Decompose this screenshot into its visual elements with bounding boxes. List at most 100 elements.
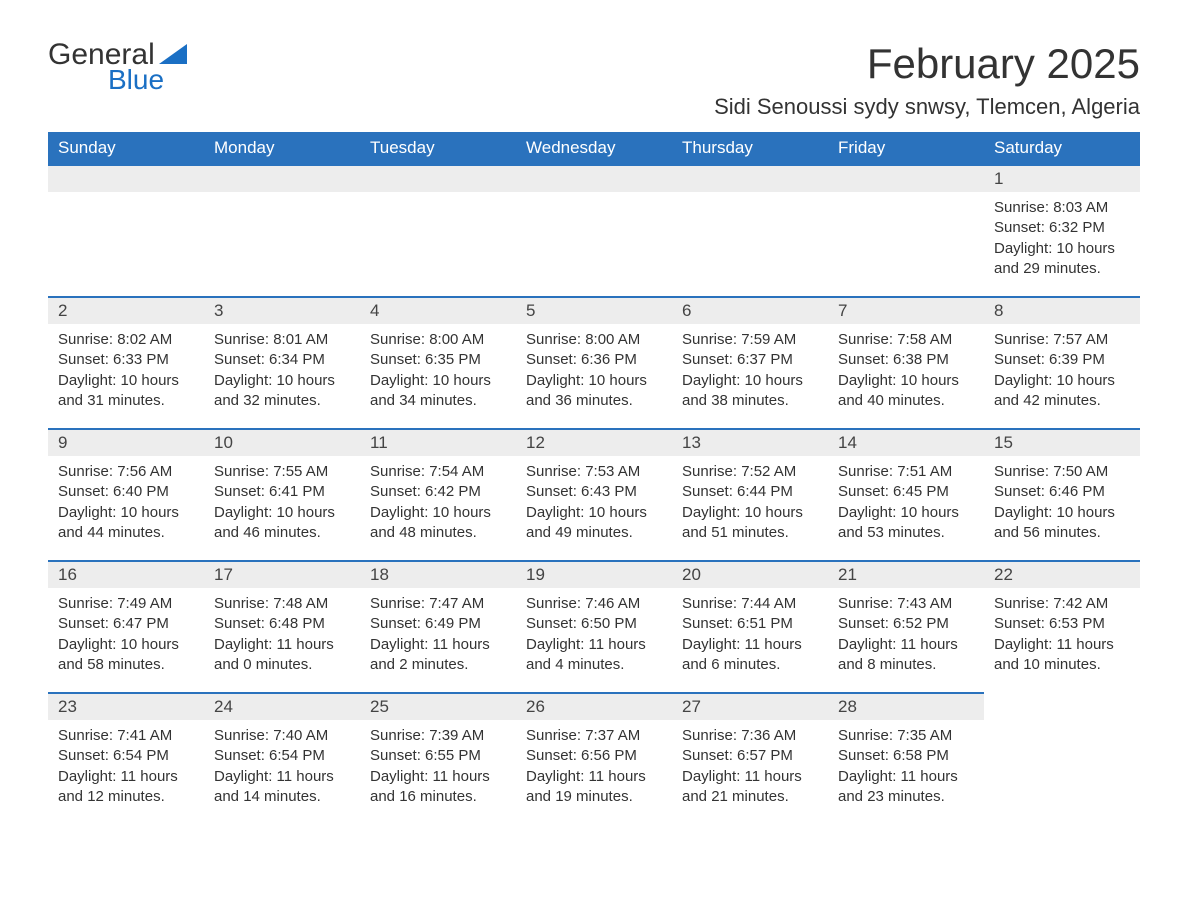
daylight-line: Daylight: 10 hours and 46 minutes. xyxy=(214,503,350,544)
day-data: Sunrise: 7:55 AMSunset: 6:41 PMDaylight:… xyxy=(204,456,360,547)
sunset-line: Sunset: 6:48 PM xyxy=(214,614,350,634)
calendar-cell: 25Sunrise: 7:39 AMSunset: 6:55 PMDayligh… xyxy=(360,692,516,824)
day-data xyxy=(516,192,672,202)
sunrise-line: Sunrise: 7:40 AM xyxy=(214,726,350,746)
day-number: 11 xyxy=(360,428,516,456)
calendar-cell xyxy=(204,164,360,296)
daylight-line: Daylight: 11 hours and 12 minutes. xyxy=(58,767,194,808)
daylight-line: Daylight: 10 hours and 36 minutes. xyxy=(526,371,662,412)
calendar-cell: 23Sunrise: 7:41 AMSunset: 6:54 PMDayligh… xyxy=(48,692,204,824)
day-data: Sunrise: 7:56 AMSunset: 6:40 PMDaylight:… xyxy=(48,456,204,547)
day-data: Sunrise: 7:49 AMSunset: 6:47 PMDaylight:… xyxy=(48,588,204,679)
weekday-header: Tuesday xyxy=(360,132,516,164)
daylight-line: Daylight: 10 hours and 40 minutes. xyxy=(838,371,974,412)
sunset-line: Sunset: 6:47 PM xyxy=(58,614,194,634)
day-number xyxy=(360,164,516,192)
logo-text-blue: Blue xyxy=(108,66,164,94)
calendar-cell: 18Sunrise: 7:47 AMSunset: 6:49 PMDayligh… xyxy=(360,560,516,692)
calendar-cell: 7Sunrise: 7:58 AMSunset: 6:38 PMDaylight… xyxy=(828,296,984,428)
sunset-line: Sunset: 6:58 PM xyxy=(838,746,974,766)
day-data: Sunrise: 7:37 AMSunset: 6:56 PMDaylight:… xyxy=(516,720,672,811)
day-number: 24 xyxy=(204,692,360,720)
calendar-cell: 3 Sunrise: 8:01 AMSunset: 6:34 PMDaylight… xyxy=(204,296,360,428)
day-number xyxy=(672,164,828,192)
daylight-line: Daylight: 11 hours and 4 minutes. xyxy=(526,635,662,676)
day-data: Sunrise: 7:42 AMSunset: 6:53 PMDaylight:… xyxy=(984,588,1140,679)
sunrise-line: Sunrise: 7:58 AM xyxy=(838,330,974,350)
day-data: Sunrise: 7:40 AMSunset: 6:54 PMDaylight:… xyxy=(204,720,360,811)
calendar-cell: 16Sunrise: 7:49 AMSunset: 6:47 PMDayligh… xyxy=(48,560,204,692)
day-data: Sunrise: 7:54 AMSunset: 6:42 PMDaylight:… xyxy=(360,456,516,547)
day-number xyxy=(48,164,204,192)
daylight-line: Daylight: 11 hours and 16 minutes. xyxy=(370,767,506,808)
daylight-line: Daylight: 11 hours and 19 minutes. xyxy=(526,767,662,808)
daylight-line: Daylight: 10 hours and 49 minutes. xyxy=(526,503,662,544)
day-number: 20 xyxy=(672,560,828,588)
weekday-header: Saturday xyxy=(984,132,1140,164)
daylight-line: Daylight: 11 hours and 0 minutes. xyxy=(214,635,350,676)
day-data: Sunrise: 7:53 AMSunset: 6:43 PMDaylight:… xyxy=(516,456,672,547)
sunset-line: Sunset: 6:50 PM xyxy=(526,614,662,634)
day-data: Sunrise: 7:59 AMSunset: 6:37 PMDaylight:… xyxy=(672,324,828,415)
calendar-cell: 17Sunrise: 7:48 AMSunset: 6:48 PMDayligh… xyxy=(204,560,360,692)
calendar-cell: 27Sunrise: 7:36 AMSunset: 6:57 PMDayligh… xyxy=(672,692,828,824)
daylight-line: Daylight: 10 hours and 56 minutes. xyxy=(994,503,1130,544)
sunset-line: Sunset: 6:55 PM xyxy=(370,746,506,766)
sunrise-line: Sunrise: 7:56 AM xyxy=(58,462,194,482)
calendar-table: SundayMondayTuesdayWednesdayThursdayFrid… xyxy=(48,132,1140,824)
calendar-cell: 13Sunrise: 7:52 AMSunset: 6:44 PMDayligh… xyxy=(672,428,828,560)
day-data: Sunrise: 7:44 AMSunset: 6:51 PMDaylight:… xyxy=(672,588,828,679)
sunrise-line: Sunrise: 7:51 AM xyxy=(838,462,974,482)
day-number: 18 xyxy=(360,560,516,588)
day-data: Sunrise: 8:02 AMSunset: 6:33 PMDaylight:… xyxy=(48,324,204,415)
daylight-line: Daylight: 10 hours and 32 minutes. xyxy=(214,371,350,412)
daylight-line: Daylight: 10 hours and 58 minutes. xyxy=(58,635,194,676)
calendar-cell: 1Sunrise: 8:03 AMSunset: 6:32 PMDaylight… xyxy=(984,164,1140,296)
sunset-line: Sunset: 6:54 PM xyxy=(58,746,194,766)
weekday-header-row: SundayMondayTuesdayWednesdayThursdayFrid… xyxy=(48,132,1140,164)
weekday-header: Sunday xyxy=(48,132,204,164)
sunset-line: Sunset: 6:44 PM xyxy=(682,482,818,502)
calendar-cell xyxy=(828,164,984,296)
day-number: 3 xyxy=(204,296,360,324)
calendar-cell xyxy=(984,692,1140,824)
sunset-line: Sunset: 6:35 PM xyxy=(370,350,506,370)
sunrise-line: Sunrise: 8:01 AM xyxy=(214,330,350,350)
day-data: Sunrise: 7:52 AMSunset: 6:44 PMDaylight:… xyxy=(672,456,828,547)
weekday-header: Monday xyxy=(204,132,360,164)
day-number: 4 xyxy=(360,296,516,324)
calendar-week-row: 16Sunrise: 7:49 AMSunset: 6:47 PMDayligh… xyxy=(48,560,1140,692)
calendar-body: 1Sunrise: 8:03 AMSunset: 6:32 PMDaylight… xyxy=(48,164,1140,824)
day-number: 5 xyxy=(516,296,672,324)
day-data xyxy=(984,698,1140,708)
day-data: Sunrise: 7:41 AMSunset: 6:54 PMDaylight:… xyxy=(48,720,204,811)
daylight-line: Daylight: 10 hours and 48 minutes. xyxy=(370,503,506,544)
sunset-line: Sunset: 6:57 PM xyxy=(682,746,818,766)
day-data xyxy=(828,192,984,202)
calendar-cell: 15Sunrise: 7:50 AMSunset: 6:46 PMDayligh… xyxy=(984,428,1140,560)
sunset-line: Sunset: 6:34 PM xyxy=(214,350,350,370)
calendar-cell xyxy=(360,164,516,296)
calendar-cell: 26Sunrise: 7:37 AMSunset: 6:56 PMDayligh… xyxy=(516,692,672,824)
calendar-week-row: 1Sunrise: 8:03 AMSunset: 6:32 PMDaylight… xyxy=(48,164,1140,296)
day-number: 1 xyxy=(984,164,1140,192)
sunset-line: Sunset: 6:36 PM xyxy=(526,350,662,370)
logo: General Blue xyxy=(48,40,187,94)
sunrise-line: Sunrise: 7:35 AM xyxy=(838,726,974,746)
calendar-cell: 22Sunrise: 7:42 AMSunset: 6:53 PMDayligh… xyxy=(984,560,1140,692)
sunrise-line: Sunrise: 7:52 AM xyxy=(682,462,818,482)
sunset-line: Sunset: 6:32 PM xyxy=(994,218,1130,238)
calendar-week-row: 23Sunrise: 7:41 AMSunset: 6:54 PMDayligh… xyxy=(48,692,1140,824)
sunrise-line: Sunrise: 7:49 AM xyxy=(58,594,194,614)
sunset-line: Sunset: 6:53 PM xyxy=(994,614,1130,634)
day-data xyxy=(204,192,360,202)
header: General Blue February 2025 Sidi Senoussi… xyxy=(48,40,1140,120)
weekday-header: Thursday xyxy=(672,132,828,164)
calendar-cell: 11Sunrise: 7:54 AMSunset: 6:42 PMDayligh… xyxy=(360,428,516,560)
daylight-line: Daylight: 10 hours and 34 minutes. xyxy=(370,371,506,412)
day-number: 22 xyxy=(984,560,1140,588)
calendar-cell xyxy=(516,164,672,296)
sunset-line: Sunset: 6:41 PM xyxy=(214,482,350,502)
sunrise-line: Sunrise: 7:59 AM xyxy=(682,330,818,350)
day-data: Sunrise: 7:36 AMSunset: 6:57 PMDaylight:… xyxy=(672,720,828,811)
